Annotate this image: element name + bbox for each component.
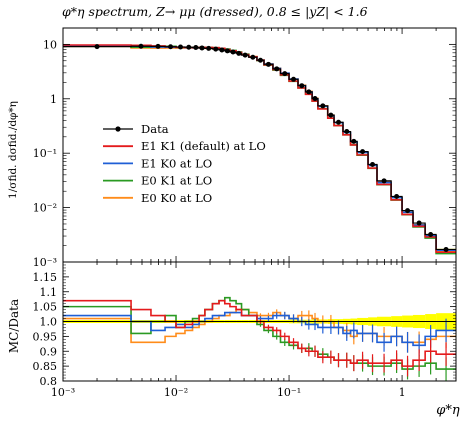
x-tick-label: 10⁻¹: [277, 386, 301, 399]
data-point: [381, 178, 387, 184]
ratio-y-tick-label: 0.9: [40, 345, 58, 358]
data-point: [219, 47, 225, 53]
ratio-y-tick-label: 1.15: [33, 271, 58, 284]
data-point: [138, 43, 144, 49]
data-point: [94, 44, 100, 50]
data-point: [306, 89, 312, 95]
x-tick-label: 10⁻²: [164, 386, 188, 399]
data-point: [236, 50, 242, 56]
data-point: [250, 54, 256, 60]
legend-label-0: Data: [141, 122, 169, 136]
legend-marker-data: [115, 126, 121, 132]
main-panel: 10 1 10⁻¹ 10⁻² 10⁻³ 1/σfid. dσfid./dφ*η: [7, 27, 457, 269]
main-y-tick-label: 10⁻³: [33, 256, 57, 269]
main-y-tick-label: 10⁻²: [33, 202, 57, 215]
legend-label-2: E1 K0 at LO: [141, 156, 212, 170]
data-point: [428, 232, 434, 238]
ratio-ylabel: MC/Data: [7, 299, 21, 353]
data-point: [213, 46, 219, 52]
data-point: [344, 129, 350, 135]
data-point: [230, 49, 236, 55]
main-y-tick-label: 10⁻¹: [33, 147, 57, 160]
data-point: [206, 45, 212, 51]
x-tick-label: 1: [399, 386, 406, 399]
data-point: [224, 48, 230, 54]
ratio-axes: 1.15 1.1 1.05 1.00.95 0.9 0.85 0.810⁻³ 10⁻² 10⁻¹…: [33, 261, 457, 399]
data-point: [328, 112, 334, 118]
main-y-tick-label: 1: [50, 93, 57, 106]
data-point: [351, 138, 357, 144]
data-point: [199, 45, 205, 51]
legend-label-4: E0 K0 at LO: [141, 191, 212, 205]
ratio-y-tick-label: 0.8: [40, 375, 58, 388]
data-point: [312, 96, 318, 102]
data-point: [193, 45, 199, 51]
ratio-y-tick-label: 0.85: [33, 360, 58, 373]
data-point: [242, 52, 248, 58]
legend-label-1: E1 K1 (default) at LO: [141, 139, 266, 153]
data-point: [186, 44, 192, 50]
data-point: [291, 76, 297, 82]
data-point: [257, 57, 263, 63]
data-point: [370, 161, 376, 167]
legend: Data E1 K1 (default) at LO E1 K0 at LO E0 K…: [103, 122, 266, 205]
data-point: [443, 246, 449, 252]
data-point: [394, 193, 400, 199]
main-series-group: [63, 43, 456, 255]
x-axis-label: φ*η: [436, 403, 460, 418]
data-point: [405, 208, 411, 214]
data-point: [155, 43, 161, 49]
legend-label-3: E0 K1 at LO: [141, 174, 212, 188]
data-point: [177, 44, 183, 50]
chart-title: φ*η spectrum, Z→ μμ (dressed), 0.8 ≤ |yZ…: [62, 4, 368, 19]
x-tick-label: 10⁻³: [51, 386, 75, 399]
data-point: [299, 83, 305, 89]
ratio-y-tick-label: 1.0: [40, 316, 58, 329]
data-point: [282, 71, 288, 77]
main-y-tick-label: 10: [43, 38, 57, 51]
data-point: [168, 44, 174, 50]
data-point: [336, 119, 342, 125]
data-point: [360, 149, 366, 155]
data-point: [320, 103, 326, 109]
main-ylabel: 1/σfid. dσfid./dφ*η: [7, 101, 19, 199]
ratio-panel: 1.15 1.1 1.05 1.00.95 0.9 0.85 0.810⁻³ 10⁻² 10⁻¹…: [7, 261, 460, 418]
data-point: [265, 61, 271, 67]
main-axes: 10 1 10⁻¹ 10⁻² 10⁻³: [33, 27, 457, 269]
ratio-series-group: [63, 296, 456, 381]
data-point: [274, 66, 280, 72]
data-point: [416, 220, 422, 226]
ratio-y-tick-label: 1.1: [40, 286, 58, 299]
ratio-y-tick-label: 0.95: [33, 330, 58, 343]
ratio-y-tick-label: 1.05: [33, 301, 58, 314]
ratio-series-line-1: [63, 299, 456, 367]
